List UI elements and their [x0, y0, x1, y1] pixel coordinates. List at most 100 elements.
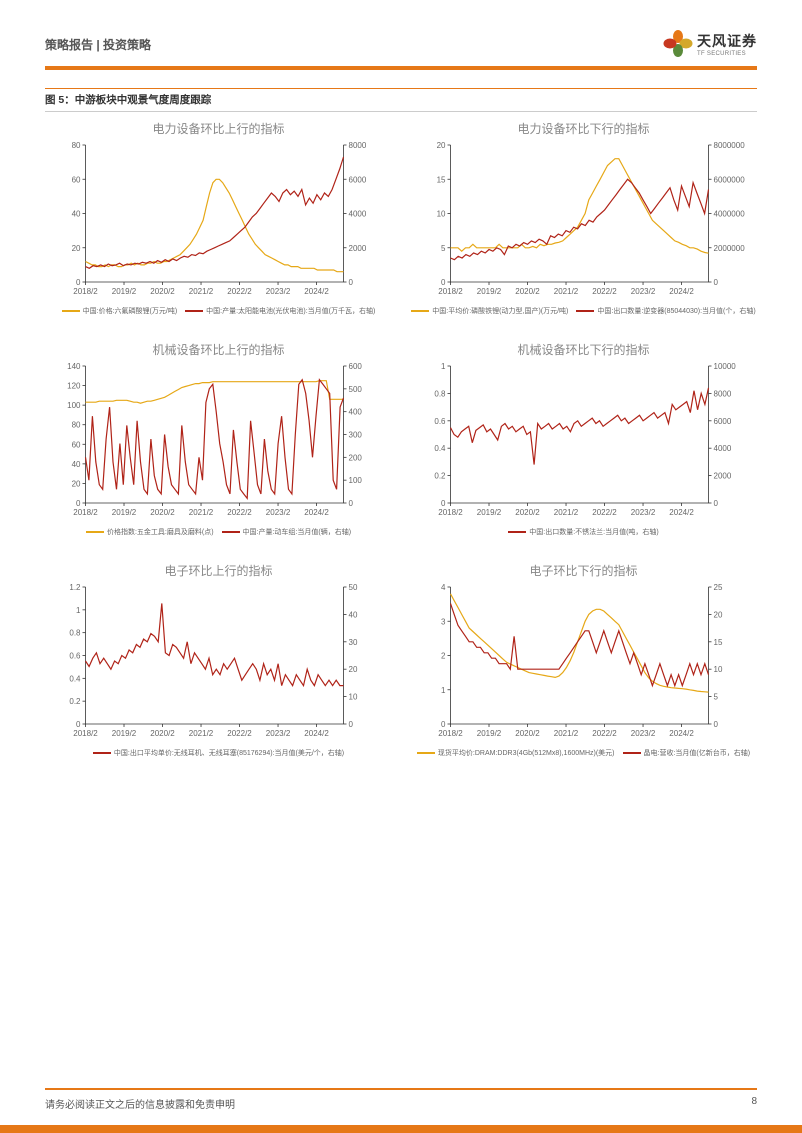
svg-text:2022/2: 2022/2: [227, 287, 252, 296]
svg-text:10000: 10000: [714, 362, 737, 371]
svg-text:2022/2: 2022/2: [592, 508, 617, 517]
svg-text:4000000: 4000000: [714, 210, 746, 219]
chart-svg: 0123405101520252018/22019/22020/22021/22…: [410, 581, 757, 746]
svg-text:2019/2: 2019/2: [477, 287, 502, 296]
legend-label: 中国:价格:六氟磷酸锂(万元/吨): [83, 306, 178, 316]
series-line: [86, 157, 344, 268]
svg-text:0: 0: [76, 720, 81, 729]
svg-text:2020/2: 2020/2: [515, 729, 540, 738]
svg-text:2000000: 2000000: [714, 244, 746, 253]
svg-text:2024/2: 2024/2: [669, 287, 694, 296]
svg-text:2019/2: 2019/2: [477, 729, 502, 738]
svg-text:40: 40: [349, 610, 358, 619]
series-line: [86, 179, 344, 271]
svg-text:2000: 2000: [349, 244, 367, 253]
svg-text:6000: 6000: [714, 417, 732, 426]
svg-text:60: 60: [72, 440, 81, 449]
svg-text:120: 120: [67, 382, 81, 391]
legend-label: 价格指数:五金工具:磨具及磨料(点): [107, 527, 214, 537]
chart-cell: 机械设备环比上行的指标02040608010012014001002003004…: [45, 341, 392, 537]
svg-text:4000: 4000: [349, 210, 367, 219]
bottom-accent-bar: [0, 1125, 802, 1133]
svg-text:0: 0: [76, 278, 81, 287]
legend-swatch: [417, 752, 435, 754]
svg-text:0: 0: [441, 499, 446, 508]
svg-text:4: 4: [441, 583, 446, 592]
svg-text:200: 200: [349, 453, 363, 462]
svg-text:2019/2: 2019/2: [477, 508, 502, 517]
page-footer: 请务必阅读正文之后的信息披露和免责申明 8: [45, 1088, 757, 1111]
legend-label: 现货平均价:DRAM:DDR3(4Gb(512Mx8),1600MHz)(美元): [438, 748, 615, 758]
chart-svg: 00.20.40.60.811.2010203040502018/22019/2…: [45, 581, 392, 746]
legend-swatch: [86, 531, 104, 533]
legend-swatch: [411, 310, 429, 312]
svg-text:2018/2: 2018/2: [73, 729, 98, 738]
svg-text:8000000: 8000000: [714, 141, 746, 150]
svg-text:8000: 8000: [714, 389, 732, 398]
svg-text:2022/2: 2022/2: [227, 508, 252, 517]
logo-text: 天风证券 TF SECURITIES: [697, 31, 757, 57]
svg-text:10: 10: [349, 693, 358, 702]
svg-text:2023/2: 2023/2: [631, 508, 656, 517]
report-page: 策略报告 | 投资策略 天风证券 TF SECURITIES 图 5：中游板块中…: [0, 0, 802, 1133]
svg-text:2: 2: [441, 652, 446, 661]
logo-cn: 天风证券: [697, 31, 757, 51]
svg-text:100: 100: [67, 401, 81, 410]
legend-item: 中国:出口平均单价:无线耳机、无线耳塞(85176294):当月值(美元/个，右…: [93, 748, 344, 758]
legend-label: 中国:产量:动车组:当月值(辆，右轴): [243, 527, 352, 537]
chart-legend: 中国:平均价:磷酸铁锂(动力型,国产)(万元/吨)中国:出口数量:逆变器(850…: [410, 306, 757, 316]
chart-legend: 中国:出口数量:不锈法兰:当月值(吨，右轴): [410, 527, 757, 537]
logo-en: TF SECURITIES: [697, 51, 757, 57]
legend-item: 中国:平均价:磷酸铁锂(动力型,国产)(万元/吨): [411, 306, 568, 316]
svg-text:2019/2: 2019/2: [112, 287, 137, 296]
svg-text:2021/2: 2021/2: [189, 508, 214, 517]
svg-text:0.4: 0.4: [434, 444, 446, 453]
svg-text:5: 5: [441, 244, 446, 253]
svg-text:140: 140: [67, 362, 81, 371]
legend-swatch: [623, 752, 641, 754]
legend-item: 现货平均价:DRAM:DDR3(4Gb(512Mx8),1600MHz)(美元): [417, 748, 615, 758]
svg-text:60: 60: [72, 175, 81, 184]
svg-text:0.2: 0.2: [434, 472, 446, 481]
svg-text:0: 0: [714, 278, 719, 287]
svg-text:2020/2: 2020/2: [515, 508, 540, 517]
svg-text:2023/2: 2023/2: [266, 287, 291, 296]
chart-title: 电力设备环比上行的指标: [45, 120, 392, 137]
series-line: [451, 388, 709, 465]
svg-text:10: 10: [714, 665, 723, 674]
chart-title: 机械设备环比上行的指标: [45, 341, 392, 358]
svg-text:0.6: 0.6: [69, 652, 81, 661]
series-line: [86, 603, 344, 685]
svg-text:0: 0: [714, 499, 719, 508]
svg-text:2023/2: 2023/2: [631, 287, 656, 296]
svg-text:6000: 6000: [349, 175, 367, 184]
svg-text:2024/2: 2024/2: [304, 287, 329, 296]
logo-mark-icon: [665, 30, 693, 58]
figure-title-bar: 图 5：中游板块中观景气度周度跟踪: [45, 88, 757, 112]
chart-title: 电子环比下行的指标: [410, 562, 757, 579]
chart-title: 电子环比上行的指标: [45, 562, 392, 579]
chart-cell: 电子环比下行的指标0123405101520252018/22019/22020…: [410, 562, 757, 758]
svg-text:2022/2: 2022/2: [592, 287, 617, 296]
figure-title: 图 5：中游板块中观景气度周度跟踪: [45, 92, 757, 112]
svg-text:0: 0: [349, 499, 354, 508]
chart-cell: 电力设备环比下行的指标05101520020000004000000600000…: [410, 120, 757, 316]
svg-text:1: 1: [76, 606, 81, 615]
svg-text:2022/2: 2022/2: [592, 729, 617, 738]
svg-text:2021/2: 2021/2: [189, 287, 214, 296]
svg-text:20: 20: [714, 610, 723, 619]
legend-swatch: [93, 752, 111, 754]
legend-item: 中国:出口数量:不锈法兰:当月值(吨，右轴): [508, 527, 659, 537]
svg-text:2024/2: 2024/2: [304, 508, 329, 517]
svg-text:2018/2: 2018/2: [438, 729, 463, 738]
svg-text:40: 40: [72, 210, 81, 219]
svg-text:2020/2: 2020/2: [515, 287, 540, 296]
svg-text:40: 40: [72, 460, 81, 469]
svg-text:2018/2: 2018/2: [73, 287, 98, 296]
svg-text:20: 20: [72, 244, 81, 253]
svg-text:2018/2: 2018/2: [438, 508, 463, 517]
legend-label: 中国:出口平均单价:无线耳机、无线耳塞(85176294):当月值(美元/个，右…: [114, 748, 344, 758]
legend-item: 中国:产量:太阳能电池(光伏电池):当月值(万千瓦，右轴): [185, 306, 375, 316]
svg-text:0.8: 0.8: [69, 629, 81, 638]
svg-text:2023/2: 2023/2: [266, 729, 291, 738]
